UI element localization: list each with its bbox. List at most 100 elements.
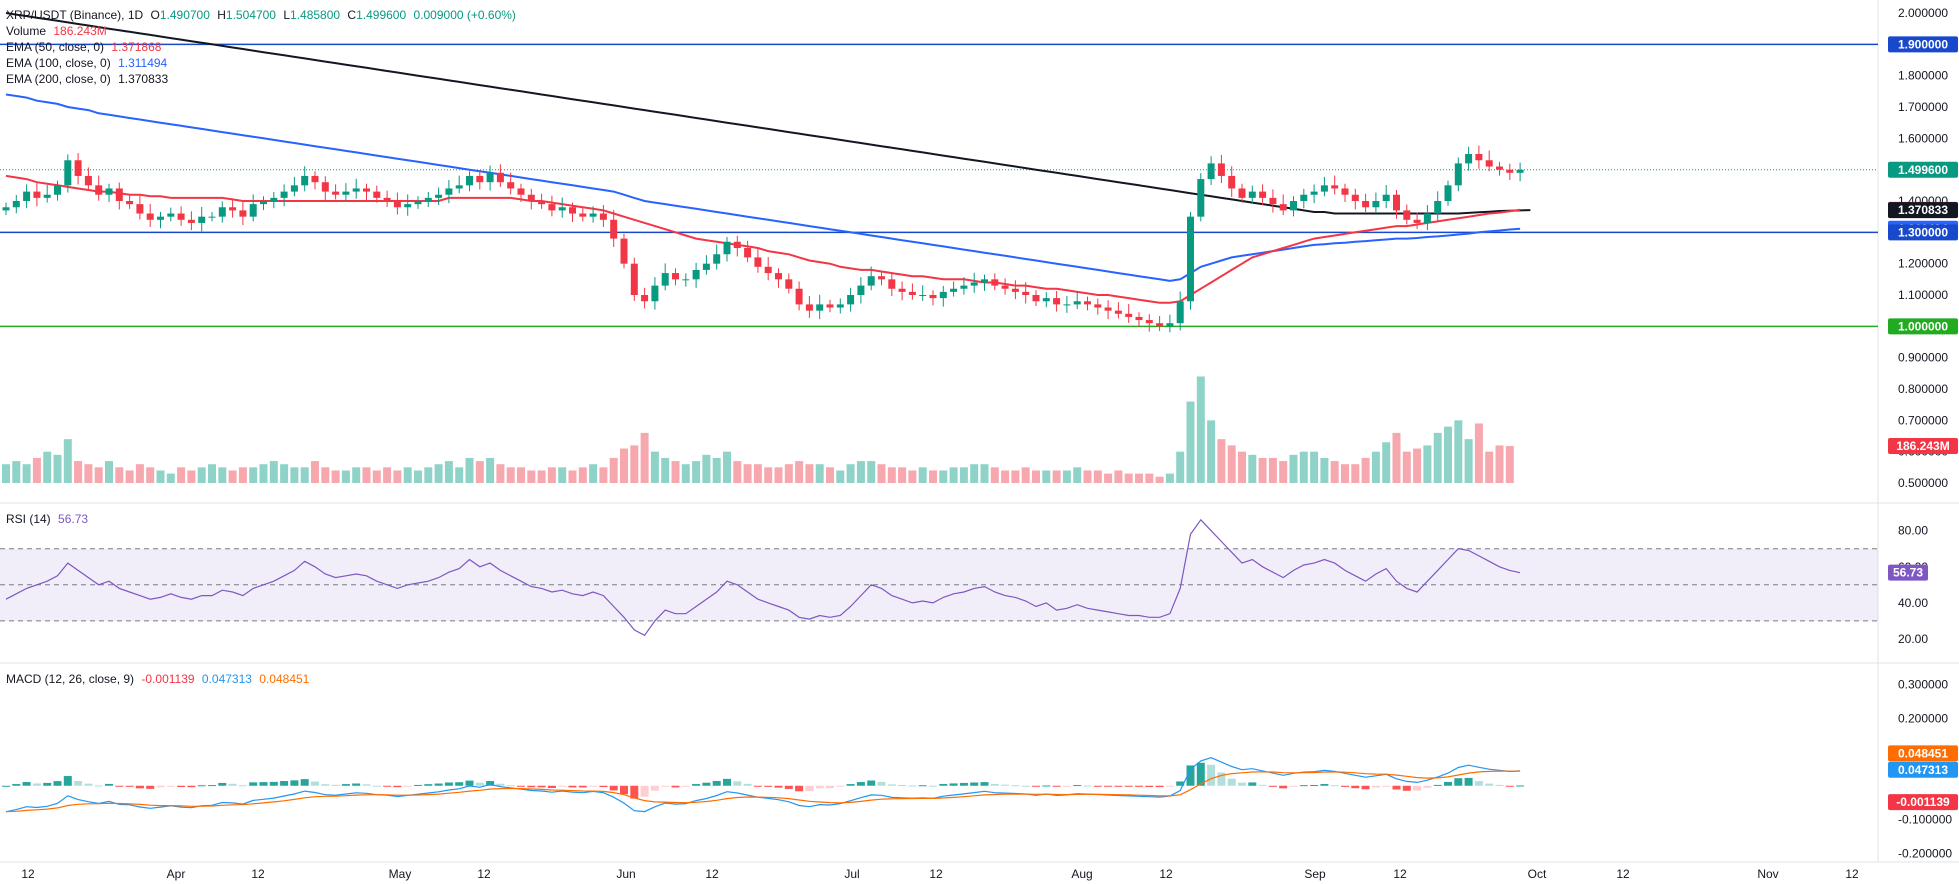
candle-body [84, 175, 92, 186]
candle-body [939, 291, 947, 299]
volume-bar [702, 454, 711, 483]
macd-hist-bar [1330, 785, 1339, 787]
macd-hist-bar [1505, 785, 1514, 787]
volume-bar [362, 467, 371, 483]
candle-body [95, 185, 103, 195]
volume-bar [1485, 451, 1494, 483]
volume-bar [712, 457, 721, 483]
macd-hist-bar [1196, 762, 1205, 786]
candle-body [589, 213, 597, 217]
candle-body [23, 191, 31, 201]
macd-tick-label: -0.200000 [1898, 846, 1952, 860]
macd-hist-bar [1279, 785, 1288, 789]
macd-hist-bar [1114, 785, 1123, 787]
low-value: 1.485800 [290, 8, 341, 22]
macd-hist-bar [1227, 778, 1236, 786]
macd-hist-bar [63, 776, 72, 786]
volume-bar [1104, 473, 1113, 483]
volume-bar [1464, 439, 1473, 483]
volume-bar [1258, 457, 1267, 483]
candle-body [373, 191, 381, 198]
time-tick-label: Apr [167, 867, 186, 881]
ema200-line[interactable] [5, 12, 1531, 215]
candle-body [12, 201, 20, 208]
macd-hist-bar [826, 785, 834, 789]
macd-hist-bar [774, 785, 783, 788]
macd-legend[interactable]: MACD (12, 26, close, 9) -0.001139 0.0473… [6, 672, 309, 686]
macd-hist-bar [1155, 785, 1164, 788]
macd-hist-bar [1341, 785, 1349, 787]
symbol-label[interactable]: XRP/USDT (Binance), 1D [6, 8, 144, 22]
candle-body [1465, 154, 1473, 164]
candle-body [1382, 194, 1390, 201]
volume-row[interactable]: Volume 186.243M [6, 23, 520, 39]
candle-body [445, 188, 453, 195]
ema100-row[interactable]: EMA (100, close, 0) 1.311494 [6, 55, 520, 71]
volume-bar [620, 448, 628, 483]
candle-body [651, 285, 659, 302]
candle-body [229, 207, 237, 211]
volume-bar [929, 470, 937, 483]
volume-bar [1371, 451, 1380, 483]
candle-body [1032, 295, 1040, 302]
volume-bar [166, 473, 175, 483]
candle-body [167, 213, 175, 217]
macd-hist-bar [321, 784, 330, 786]
volume-bar [1135, 473, 1143, 483]
macd-hist-bar [475, 782, 484, 786]
ema50-line[interactable] [5, 174, 1521, 304]
macd-hist-bar [362, 784, 371, 786]
ema200-row[interactable]: EMA (200, close, 0) 1.370833 [6, 71, 520, 87]
candle-body [1217, 163, 1225, 176]
volume-bar [527, 470, 536, 483]
volume-bar [877, 464, 886, 483]
macd-hist-bar [166, 785, 175, 787]
ema50-row[interactable]: EMA (50, close, 0) 1.371868 [6, 39, 520, 55]
macd-hist-bar [1165, 785, 1174, 787]
ema200-label: EMA (200, close, 0) [6, 72, 111, 86]
macd-hist-bar [1444, 781, 1452, 786]
candle-body [177, 213, 185, 220]
macd-hist-bar [1258, 784, 1267, 786]
volume-bars [2, 376, 1514, 483]
volume-bar [784, 464, 793, 483]
time-tick-label: Jul [844, 867, 859, 881]
candle-body [672, 273, 679, 280]
macd-hist-bar [712, 780, 721, 786]
macd-hist-bar [537, 785, 546, 788]
macd-hist-bar [177, 785, 186, 787]
volume-bar [867, 461, 876, 483]
candle-body [1073, 301, 1081, 305]
signal-line[interactable] [5, 770, 1521, 813]
volume-bar [650, 451, 659, 483]
candle-body [1125, 313, 1133, 317]
candle-body [723, 241, 731, 255]
macd-hist-bar [784, 785, 793, 789]
volume-bar [764, 467, 773, 483]
candle-body [1496, 166, 1503, 170]
macd-hist-bar [547, 785, 556, 789]
candle-body [991, 279, 999, 286]
candle-body [64, 160, 72, 186]
volume-bar [53, 454, 62, 483]
macd-hist-bar [1382, 785, 1391, 787]
volume-bar [589, 464, 598, 483]
rsi-legend[interactable]: RSI (14) 56.73 [6, 512, 88, 526]
volume-bar [1289, 454, 1298, 483]
volume-bar [475, 461, 484, 483]
volume-bar [269, 461, 278, 483]
candle-body [414, 201, 422, 205]
candle-body [1001, 285, 1009, 289]
volume-bar [1052, 470, 1061, 483]
candle-body [1228, 175, 1236, 189]
macd-hist-bar [311, 781, 319, 786]
candle-body [1393, 194, 1400, 211]
candle-body [785, 279, 793, 289]
price-tag-label: 1.499600 [1898, 163, 1948, 177]
candle-body [558, 207, 566, 211]
candle-body [1362, 201, 1370, 208]
rsi-line[interactable] [5, 518, 1521, 637]
volume-bar [22, 464, 31, 483]
volume-bar [743, 464, 752, 483]
